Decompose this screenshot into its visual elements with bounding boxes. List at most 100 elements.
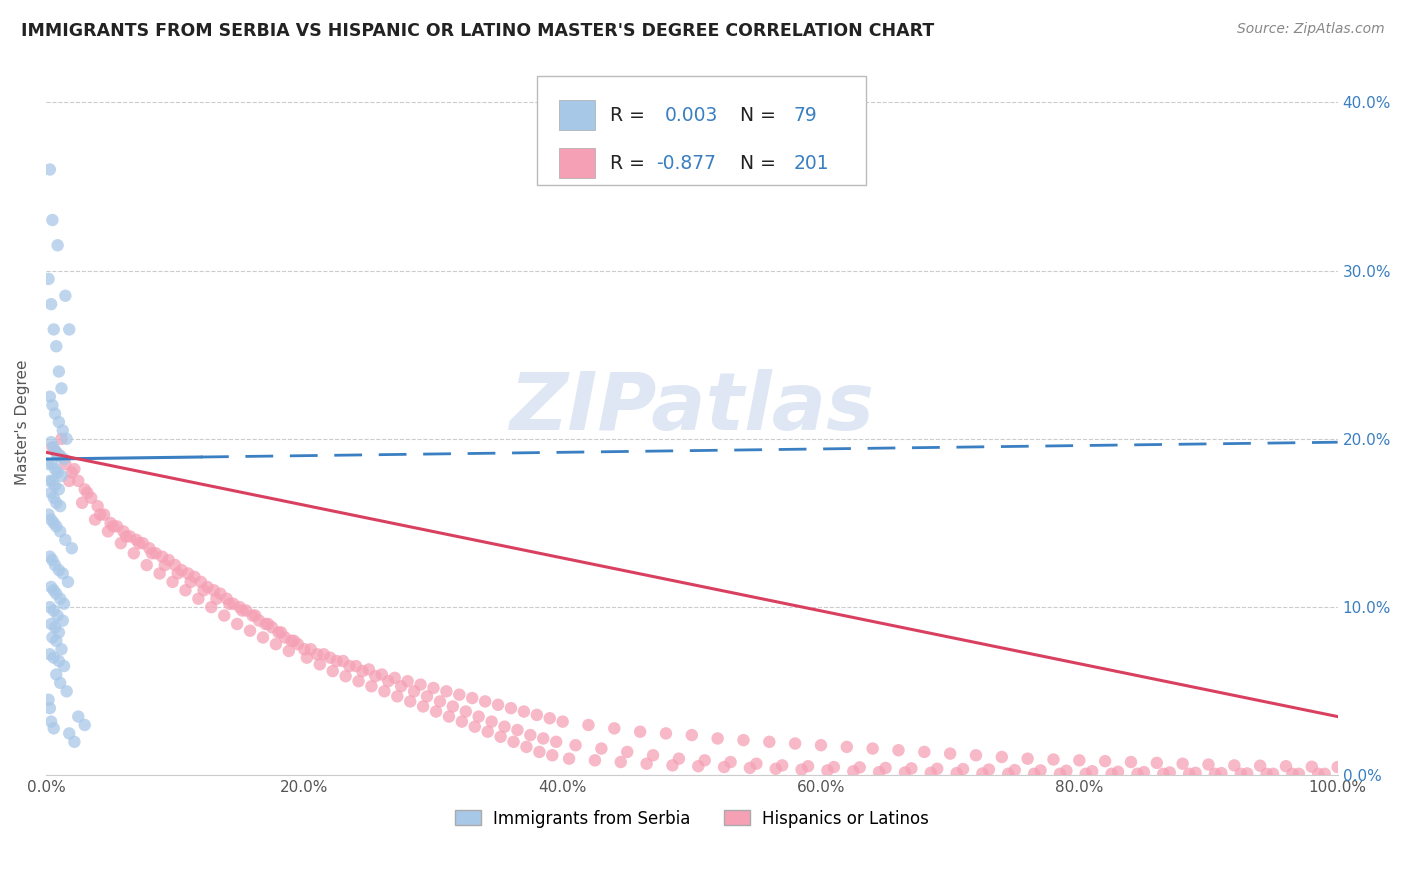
Point <box>48 654 70 668</box>
Point <box>38 692 60 706</box>
Point <box>1126 766 1149 780</box>
Point <box>1049 766 1071 780</box>
Text: N =: N = <box>740 153 782 173</box>
Point <box>41 474 63 488</box>
Point <box>720 755 742 769</box>
Point <box>46 238 69 252</box>
Point <box>377 674 399 689</box>
Point <box>344 659 367 673</box>
Point <box>42 583 65 598</box>
Point <box>758 735 780 749</box>
Point <box>39 580 62 594</box>
Point <box>641 748 664 763</box>
Point <box>44 558 66 572</box>
Point <box>1229 766 1251 780</box>
Point <box>842 764 865 779</box>
Point <box>141 546 163 560</box>
Point <box>49 524 72 539</box>
Text: IMMIGRANTS FROM SERBIA VS HISPANIC OR LATINO MASTER'S DEGREE CORRELATION CHART: IMMIGRANTS FROM SERBIA VS HISPANIC OR LA… <box>21 22 935 40</box>
Point <box>416 690 439 704</box>
Point <box>58 322 80 336</box>
Point <box>63 462 86 476</box>
Point <box>52 424 75 438</box>
Point <box>39 297 62 311</box>
Point <box>1275 759 1298 773</box>
Point <box>157 553 180 567</box>
Point <box>84 513 107 527</box>
Point <box>991 750 1014 764</box>
Point <box>412 699 434 714</box>
Point <box>67 709 90 723</box>
Point <box>900 761 922 775</box>
Text: R =: R = <box>610 153 651 173</box>
Point <box>149 566 172 581</box>
Point <box>187 591 209 606</box>
Point <box>38 390 60 404</box>
Point <box>887 743 910 757</box>
Point <box>39 714 62 729</box>
Point <box>55 432 77 446</box>
Point <box>1069 753 1091 767</box>
Point <box>42 491 65 505</box>
Point <box>1313 766 1336 780</box>
Point <box>583 753 606 767</box>
Point <box>790 763 813 777</box>
Point <box>46 466 69 480</box>
Point <box>177 566 200 581</box>
Point <box>733 733 755 747</box>
Point <box>765 762 787 776</box>
Point <box>280 633 302 648</box>
Point <box>506 723 529 737</box>
Point <box>467 709 489 723</box>
Point <box>425 705 447 719</box>
Text: 201: 201 <box>794 153 830 173</box>
Point <box>441 699 464 714</box>
Point <box>513 705 536 719</box>
Point <box>636 756 658 771</box>
Point <box>41 398 63 412</box>
Point <box>166 566 188 581</box>
Point <box>920 765 942 780</box>
Point <box>287 637 309 651</box>
Point <box>325 654 347 668</box>
Point <box>49 499 72 513</box>
Point <box>38 162 60 177</box>
Point <box>52 614 75 628</box>
Point <box>41 440 63 454</box>
Point <box>295 650 318 665</box>
Point <box>215 591 238 606</box>
Point <box>1119 755 1142 769</box>
Point <box>1152 766 1174 780</box>
Point <box>591 741 613 756</box>
Point <box>51 381 73 395</box>
Point <box>371 667 394 681</box>
Point <box>55 684 77 698</box>
Point <box>53 289 76 303</box>
Point <box>100 516 122 530</box>
Point <box>38 648 60 662</box>
Point <box>274 631 297 645</box>
Point <box>1004 763 1026 777</box>
Point <box>1017 752 1039 766</box>
Point <box>67 474 90 488</box>
Point <box>1198 757 1220 772</box>
Point <box>58 726 80 740</box>
Point <box>80 491 103 505</box>
Point <box>312 648 335 662</box>
Point <box>396 674 419 689</box>
Point <box>912 745 935 759</box>
Point <box>48 563 70 577</box>
Point <box>894 765 917 780</box>
Point <box>815 764 838 778</box>
Point <box>319 650 342 665</box>
Point <box>1107 764 1129 779</box>
Point <box>48 483 70 497</box>
Point <box>122 546 145 560</box>
Point <box>48 625 70 640</box>
Point <box>531 731 554 746</box>
Point <box>180 574 202 589</box>
Point <box>38 701 60 715</box>
Point <box>1133 765 1156 780</box>
Point <box>170 563 193 577</box>
Point <box>42 516 65 530</box>
